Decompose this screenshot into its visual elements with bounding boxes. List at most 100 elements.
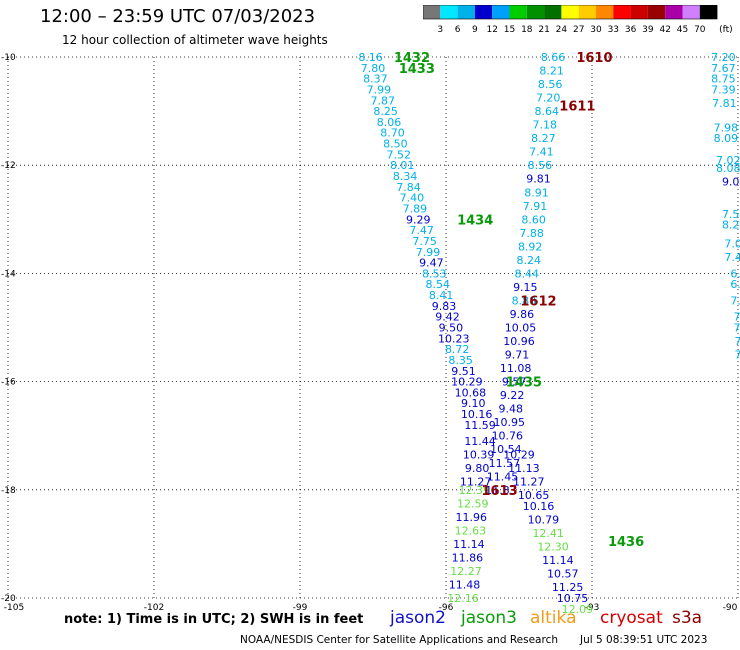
wave-height-value: 9.10 — [461, 397, 486, 410]
wave-height-value: 8.34 — [393, 170, 418, 183]
scale-tick-label: 27 — [573, 25, 584, 35]
wave-height-value: 8.37 — [363, 73, 388, 86]
wave-height-value: 8.21 — [539, 65, 564, 78]
x-tick-label: -105 — [4, 603, 24, 613]
wave-height-value: 7 — [735, 349, 740, 362]
wave-height-value: 6. — [730, 278, 740, 291]
wave-height-value: 8.08 — [716, 162, 740, 175]
wave-height-value: 11.13 — [508, 462, 540, 475]
wave-height-value: 11.25 — [552, 581, 584, 594]
track-pass-label: 1433 — [399, 62, 435, 77]
credit-text: NOAA/NESDIS Center for Satellite Applica… — [240, 634, 558, 646]
track-pass-label: 1613 — [481, 484, 517, 499]
credit-date: Jul 5 08:39:51 UTC 2023 — [580, 634, 708, 646]
wave-height-value: 9.47 — [419, 257, 444, 270]
wave-height-value: 10.54 — [490, 443, 522, 456]
wave-height-value: 8.75 — [711, 73, 736, 86]
wave-height-value: 8.66 — [541, 51, 566, 64]
track-pass-label: 1435 — [506, 376, 542, 391]
scale-tick-label: 33 — [608, 25, 619, 35]
wave-height-value: 7 — [735, 335, 740, 348]
wave-height-value: 9.83 — [432, 300, 457, 313]
scale-tick-label: 39 — [642, 25, 654, 35]
track-pass-label: 1436 — [608, 535, 644, 550]
scale-tick-label: 24 — [556, 25, 568, 35]
chart-subtitle: 12 hour collection of altimeter wave hei… — [62, 33, 328, 47]
scale-tick-label: 21 — [538, 25, 549, 35]
track-pass-label: 1611 — [559, 100, 595, 115]
wave-height-value: 11.08 — [500, 362, 532, 375]
wave-height-value: 7.02 — [716, 154, 740, 167]
wave-height-value: 8.56 — [528, 159, 553, 172]
chart-title: 12:00 – 23:59 UTC 07/03/2023 — [40, 6, 316, 27]
wave-height-value: 10.76 — [492, 430, 524, 443]
wave-height-value: 7.20 — [711, 51, 736, 64]
x-tick-label: -102 — [144, 603, 164, 613]
wave-height-value: 7.39 — [711, 83, 736, 96]
wave-height-value: 12.41 — [532, 527, 564, 540]
wave-height-value: 7.4 — [724, 251, 740, 264]
wave-height-value: 12.16 — [447, 592, 479, 605]
wave-height-value: 7.75 — [412, 235, 437, 248]
wave-height-value: 12.30 — [537, 541, 569, 554]
wave-height-value: 10.75 — [557, 592, 589, 605]
wave-height-value: 7.20 — [536, 92, 561, 105]
wave-height-value: 7.5 — [722, 208, 740, 221]
wave-height-value: 12.09 — [562, 603, 594, 616]
wave-height-value: 8.92 — [518, 240, 543, 253]
wave-height-value: 7.81 — [712, 97, 737, 110]
wave-height-value: 12.59 — [457, 497, 489, 510]
wave-height-value: 11.45 — [487, 470, 519, 483]
wave-height-value: 10.16 — [461, 408, 493, 421]
wave-height-value: 6. — [730, 267, 740, 280]
y-tick-label: -18 — [1, 486, 16, 496]
scale-swatch — [665, 5, 683, 19]
wave-height-value: 8.64 — [534, 105, 559, 118]
wave-height-value: 7.99 — [416, 246, 441, 259]
scale-swatch — [474, 5, 493, 19]
wave-height-value: 8.35 — [448, 354, 473, 367]
wave-height-value: 7 — [734, 322, 740, 335]
wave-height-value: 10.29 — [503, 449, 535, 462]
wave-height-value: 10.57 — [547, 568, 579, 581]
wave-height-value: 8.27 — [531, 132, 556, 145]
wave-height-value: 7.89 — [403, 202, 428, 215]
mission-label-jason3: jason3 — [461, 608, 517, 628]
wave-height-value: 7.40 — [400, 192, 425, 205]
scale-swatch — [526, 5, 545, 19]
wave-height-value: 11.59 — [464, 419, 496, 432]
wave-height-value: 7.98 — [714, 121, 739, 134]
scale-tick-label: 6 — [455, 25, 461, 35]
y-tick-label: -10 — [1, 53, 16, 63]
wave-height-value: 8.24 — [516, 254, 541, 267]
scale-tick-label: 9 — [472, 25, 478, 35]
x-tick-label: -93 — [585, 603, 600, 613]
wave-height-value: 11.86 — [452, 551, 484, 564]
wave-height-value: 8.54 — [425, 278, 450, 291]
wave-height-value: 8.91 — [524, 186, 549, 199]
wave-height-value: 8.70 — [380, 127, 405, 140]
wave-height-value: 9.81 — [526, 173, 551, 186]
wave-height-value: 7.18 — [533, 119, 558, 132]
wave-height-value: 10.68 — [455, 386, 487, 399]
wave-height-value: 9.29 — [406, 213, 431, 226]
wave-height-value: 8.2 — [722, 219, 740, 232]
wave-height-value: 8.72 — [445, 343, 470, 356]
scale-swatch — [647, 5, 666, 19]
wave-height-value: 7.91 — [523, 200, 548, 213]
wave-height-value: 10.95 — [494, 416, 526, 429]
wave-height-value: 9.80 — [465, 462, 490, 475]
wave-height-value: 8.88 — [512, 294, 537, 307]
wave-height-value: 8.01 — [390, 159, 415, 172]
wave-height-value: 11.48 — [449, 578, 481, 591]
wave-height-value: 10.65 — [518, 489, 550, 502]
wave-height-value: 10.39 — [463, 449, 495, 462]
mission-label-jason2: jason2 — [390, 608, 446, 628]
scale-swatch — [699, 5, 718, 19]
wave-height-value: 8.06 — [377, 116, 402, 129]
scale-swatch — [596, 5, 614, 19]
wave-height-value: 11.57 — [489, 457, 521, 470]
y-tick-label: -12 — [1, 161, 16, 171]
scale-swatch — [509, 5, 527, 19]
